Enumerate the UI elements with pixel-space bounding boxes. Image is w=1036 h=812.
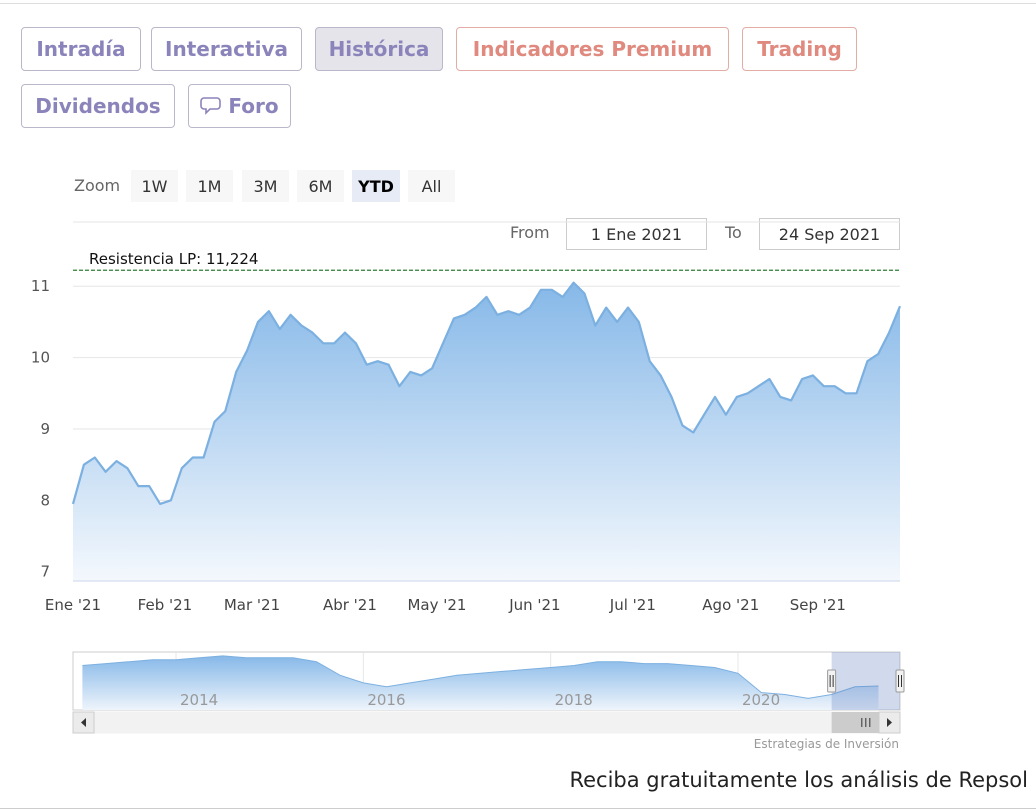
x-tick-label: Jun '21 (508, 596, 560, 614)
y-tick-label: 9 (40, 420, 50, 438)
footer-text: Reciba gratuitamente los análisis de Rep… (569, 768, 1028, 792)
to-label: To (725, 223, 742, 242)
scroll-right-arrow (887, 718, 892, 727)
zoom-button[interactable]: All (408, 170, 455, 202)
y-tick-label: 10 (31, 349, 50, 367)
navigator-tick-label: 2020 (742, 691, 780, 709)
from-label: From (510, 223, 550, 242)
zoom-button[interactable]: 1M (186, 170, 233, 202)
tab[interactable]: Foro (188, 84, 291, 128)
y-tick-label: 8 (40, 491, 50, 509)
navigator-tick-label: 2016 (367, 691, 405, 709)
x-tick-label: Ago '21 (702, 596, 759, 614)
navigator-area (82, 655, 879, 710)
tab[interactable]: Intradía (21, 27, 141, 71)
tab[interactable]: Trading (742, 27, 857, 71)
x-tick-label: Sep '21 (790, 596, 846, 614)
tab[interactable]: Histórica (315, 27, 443, 71)
tab[interactable]: Dividendos (21, 84, 175, 128)
zoom-button[interactable]: 3M (242, 170, 289, 202)
navigator-handle (895, 669, 905, 693)
x-tick-label: Feb '21 (138, 596, 193, 614)
scroll-left-arrow (81, 718, 86, 727)
y-tick-label: 11 (31, 277, 50, 295)
navigator-handle-grip (829, 675, 834, 687)
scroll-right (878, 711, 901, 734)
scrollbar-thumb (831, 712, 900, 733)
chat-icon (200, 97, 222, 115)
x-tick-label: May '21 (407, 596, 466, 614)
area-fill (73, 282, 900, 581)
navigator-frame (72, 651, 901, 711)
zoom-label: Zoom (74, 176, 121, 195)
scroll-left (72, 711, 95, 734)
x-tick-label: Jul '21 (609, 596, 656, 614)
tab[interactable]: Indicadores Premium (456, 27, 729, 71)
navigator-handle-grip (898, 675, 902, 687)
zoom-button[interactable]: YTD (352, 170, 400, 202)
navigator-selection (831, 652, 900, 710)
area-line (71, 281, 902, 505)
x-tick-label: Mar '21 (224, 596, 280, 614)
credits: Estrategias de Inversión (754, 737, 899, 751)
zoom-button[interactable]: 1W (131, 170, 178, 202)
tab[interactable]: Interactiva (151, 27, 302, 71)
x-tick-label: Ene '21 (45, 596, 101, 614)
tab-label: Foro (228, 94, 279, 118)
y-tick-label: 7 (40, 563, 50, 581)
scrollbar-grip (861, 718, 871, 727)
top-rule (0, 3, 1036, 4)
resistance-label: Resistencia LP: 11,224 (89, 250, 258, 268)
navigator-tick-label: 2014 (180, 691, 218, 709)
x-tick-label: Abr '21 (323, 596, 377, 614)
navigator-line (82, 655, 879, 699)
navigator-handle (827, 669, 837, 693)
from-input[interactable]: 1 Ene 2021 (566, 218, 707, 250)
bottom-rule (0, 808, 1036, 809)
scrollbar-track (72, 711, 901, 734)
to-input[interactable]: 24 Sep 2021 (759, 218, 900, 250)
zoom-button[interactable]: 6M (297, 170, 344, 202)
navigator-tick-label: 2018 (555, 691, 593, 709)
